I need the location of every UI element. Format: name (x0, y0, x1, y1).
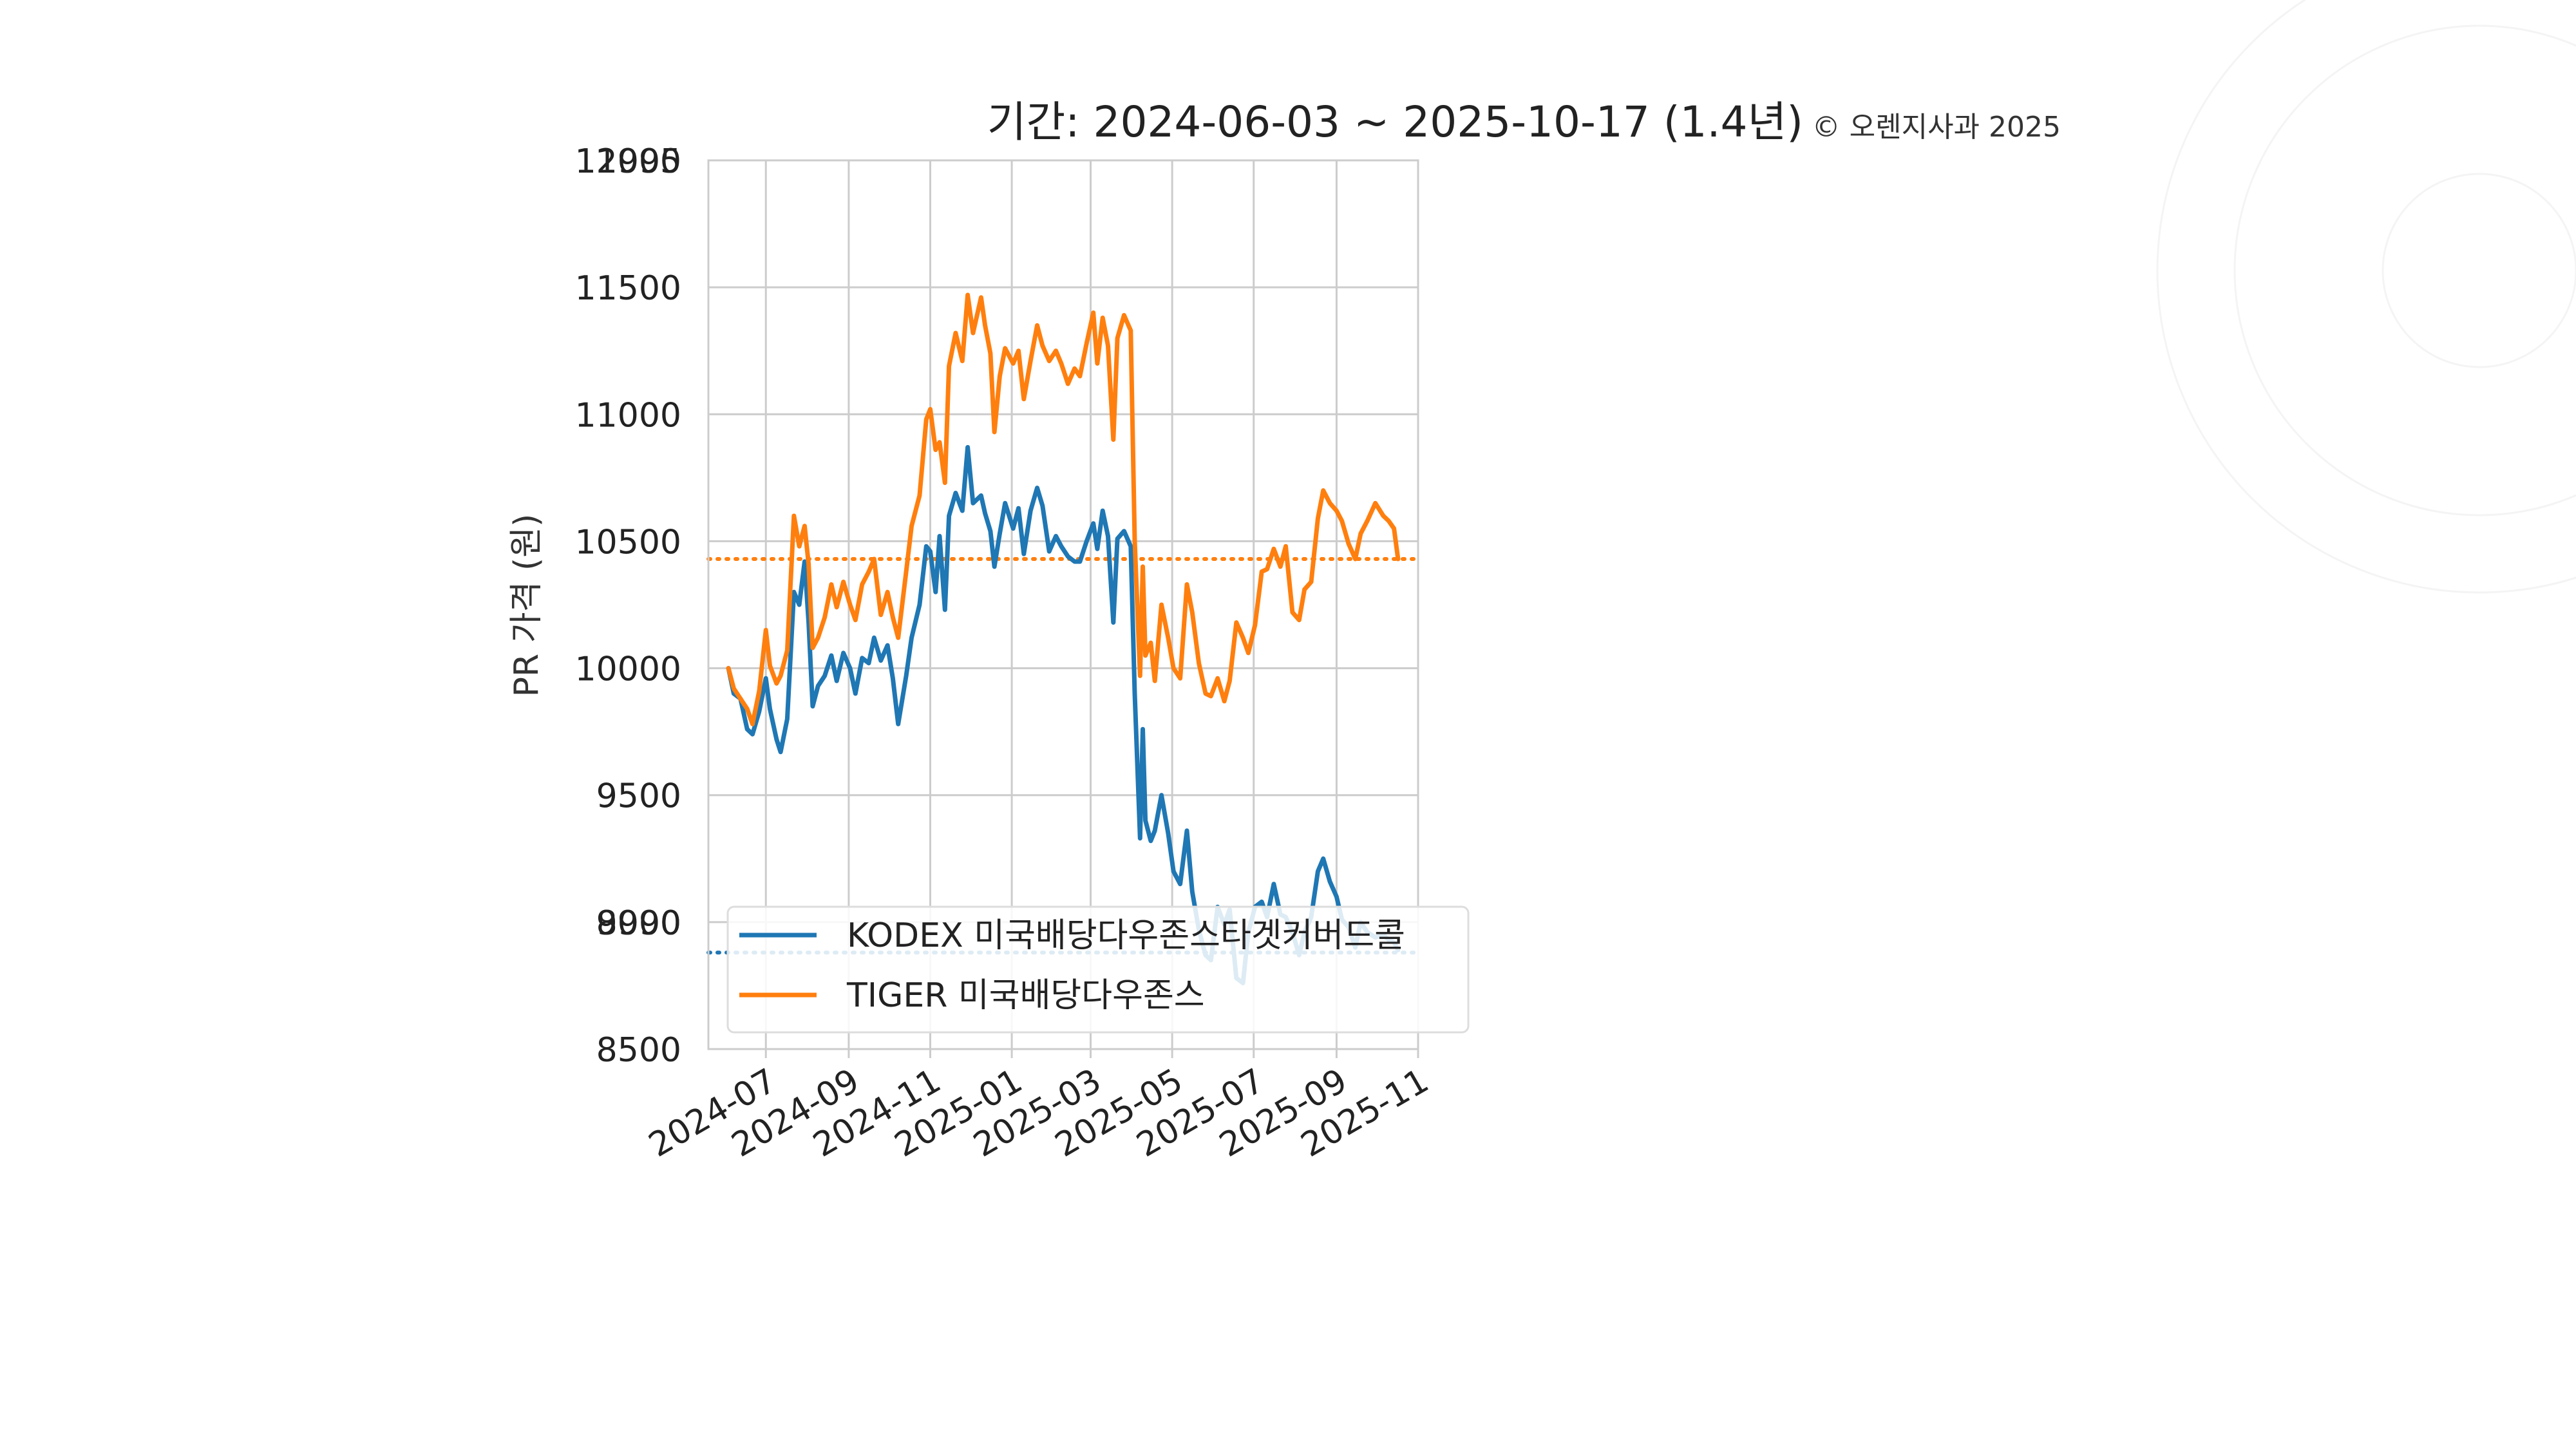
chart-title: 기간: 2024-06-03 ~ 2025-10-17 (1.4년) (987, 97, 1803, 147)
x-axis-ticks: 2024-072024-092024-112025-012025-032025-… (643, 1061, 1435, 1165)
y-tick-label: 11500 (575, 269, 681, 308)
y-tick-label: 10500 (575, 523, 681, 562)
series-line-tiger (726, 292, 1401, 726)
y-tick-label: 10000 (575, 650, 681, 689)
series-line-kodex (726, 445, 1401, 985)
y-tick-label: 11000 (575, 396, 681, 435)
legend-label-kodex: KODEX 미국배당다우존스타겟커버드콜 (847, 916, 1405, 955)
y-tick-label: 9000 (596, 904, 681, 943)
legend: KODEX 미국배당다우존스타겟커버드콜 TIGER 미국배당다우존스 (726, 905, 1470, 1034)
y-axis-label: PR 가격 (원) (507, 514, 546, 697)
y-tick-label: 9500 (596, 777, 681, 816)
y-tick-label: 8500 (596, 1031, 681, 1070)
watermark-decoration (2156, 0, 2576, 594)
y-axis-ticks: 8500 9000 9500 10000 10500 11000 11500 12000 899… (575, 142, 681, 1070)
legend-label-tiger: TIGER 미국배당다우존스 (846, 976, 1205, 1015)
copyright-note: © 오렌지사과 2025 (1812, 111, 2061, 144)
y-tick-label-overlap: 8990 (596, 904, 681, 943)
legend-box (726, 905, 1470, 1034)
y-tick-label: 12000 (575, 142, 681, 181)
plot-area-frame (707, 159, 1419, 1050)
reference-lines (706, 557, 1420, 955)
series-group (726, 292, 1401, 985)
y-tick-label-overlap: 11995 (575, 142, 681, 181)
